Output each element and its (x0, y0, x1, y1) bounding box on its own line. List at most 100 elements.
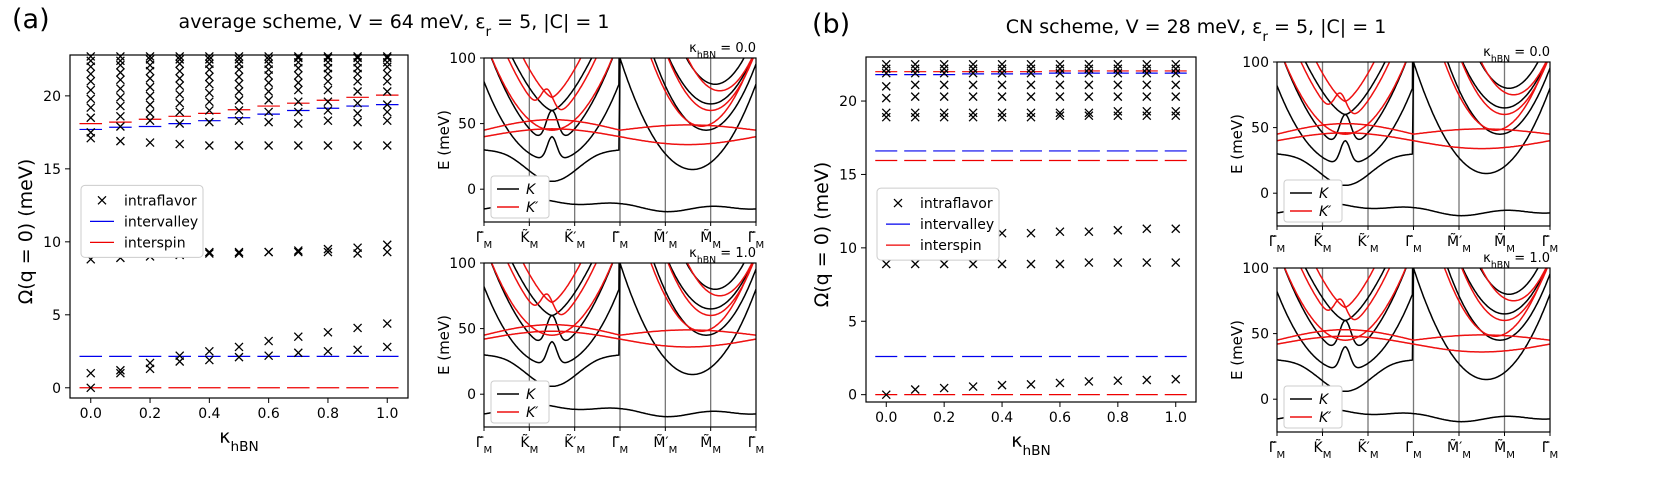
k-point-label: Γ̃M (612, 230, 629, 251)
intraflavor-mark (145, 116, 155, 126)
band-K (1277, 62, 1550, 163)
intraflavor-mark (264, 107, 274, 117)
band-Kprime (1277, 132, 1550, 150)
intraflavor-mark (382, 116, 392, 126)
band-K (1283, 62, 1548, 141)
intraflavor-mark (939, 259, 949, 269)
y-tick-label: 5 (52, 308, 61, 324)
intraflavor-mark (997, 112, 1007, 122)
intraflavor-mark (1055, 64, 1065, 74)
intraflavor-mark (115, 92, 125, 102)
legend-marker-intraflavor (97, 195, 107, 205)
intraflavor-mark (234, 87, 244, 96)
k-point-label: M̃′M (1447, 439, 1471, 460)
intraflavor-mark (382, 87, 392, 96)
band-legend-label-K: K (526, 387, 537, 403)
intraflavor-mark (264, 78, 274, 88)
band-K (1283, 268, 1548, 347)
intraflavor-mark (323, 346, 333, 356)
intraflavor-mark (968, 108, 978, 118)
intraflavor-mark (1055, 108, 1065, 118)
panel-label-0: (a) (12, 4, 50, 35)
intraflavor-mark (323, 116, 333, 126)
band-Kprime (1300, 268, 1548, 322)
intraflavor-mark (939, 59, 949, 69)
intraflavor-mark (175, 51, 185, 61)
intraflavor-mark (1084, 111, 1094, 121)
intraflavor-mark (293, 332, 303, 342)
intraflavor-mark (145, 82, 155, 92)
k-point-label: Γ̃M (1405, 234, 1422, 255)
panel-label-1: (b) (812, 9, 850, 40)
intraflavor-mark (323, 247, 333, 257)
intraflavor-mark (1142, 258, 1152, 267)
k-point-label: Γ̃M (748, 230, 765, 251)
intraflavor-mark (382, 319, 392, 329)
intraflavor-mark (1171, 224, 1181, 234)
band-legend (490, 380, 550, 424)
intraflavor-mark (1055, 111, 1065, 121)
legend-label-intervalley: intervalley (920, 217, 994, 233)
legend-label-intraflavor: intraflavor (124, 193, 197, 209)
intraflavor-mark (353, 249, 363, 258)
intraflavor-mark (1026, 379, 1036, 389)
intraflavor-mark (1142, 59, 1152, 69)
band-K (484, 263, 756, 388)
intraflavor-mark (175, 119, 185, 129)
intraflavor-mark (115, 51, 125, 61)
intraflavor-mark (323, 106, 333, 115)
intraflavor-mark (1113, 64, 1123, 74)
band-Kprime (1283, 62, 1548, 135)
intraflavor-mark (939, 80, 949, 90)
panel-title-0: average scheme, V = 64 meV, εr = 5, |C| … (179, 11, 610, 40)
intraflavor-mark (175, 139, 185, 149)
panel-0-band-axes-0 (480, 57, 757, 226)
intraflavor-mark (1084, 64, 1094, 74)
intraflavor-mark (968, 92, 978, 102)
intraflavor-mark (1026, 68, 1036, 78)
intraflavor-mark (175, 98, 185, 108)
legend-marker-intraflavor (893, 198, 903, 208)
intraflavor-mark (86, 56, 96, 66)
intraflavor-mark (234, 116, 244, 126)
intraflavor-mark (968, 382, 978, 392)
band-Kprime (484, 330, 756, 348)
intraflavor-mark (910, 259, 920, 269)
intraflavor-mark (968, 64, 978, 74)
intraflavor-mark (323, 76, 333, 86)
intraflavor-mark (115, 75, 125, 85)
intraflavor-mark (175, 73, 185, 83)
intraflavor-mark (234, 247, 244, 257)
intraflavor-mark (910, 385, 920, 394)
y-tick-label: 20 (43, 89, 61, 105)
band-legend-box (490, 175, 550, 219)
band-legend-box (1283, 179, 1343, 223)
y-tick-label: 5 (848, 314, 857, 330)
band-curves (1277, 62, 1550, 226)
intraflavor-mark (204, 346, 214, 356)
intraflavor-mark (1055, 227, 1065, 237)
band-legend (1283, 385, 1343, 429)
intraflavor-mark (910, 64, 920, 74)
intraflavor-mark (353, 98, 363, 108)
intraflavor-mark (353, 345, 363, 355)
band-legend-label-Kprime: K′ (526, 200, 539, 216)
y-axis-label: Ω(q = 0) (meV) (15, 159, 37, 305)
intraflavor-mark (1055, 68, 1065, 78)
band-K (1277, 268, 1550, 393)
intraflavor-mark (264, 117, 274, 127)
y-tick-label: 50 (1251, 121, 1269, 137)
intraflavor-mark (234, 141, 244, 150)
y-tick-label: 0 (52, 381, 61, 397)
intraflavor-mark (881, 108, 891, 118)
intraflavor-mark (145, 91, 155, 101)
k-point-label: Γ̃M (1542, 234, 1559, 255)
intraflavor-mark (939, 92, 949, 102)
intraflavor-mark (997, 92, 1007, 102)
x-tick-label: 0.4 (198, 406, 220, 422)
y-tick-label: 15 (839, 167, 857, 183)
k-point-label: Γ̃M (612, 435, 629, 456)
intraflavor-mark (145, 138, 155, 148)
intraflavor-mark (382, 51, 392, 61)
y-tick-label: 50 (458, 117, 476, 133)
